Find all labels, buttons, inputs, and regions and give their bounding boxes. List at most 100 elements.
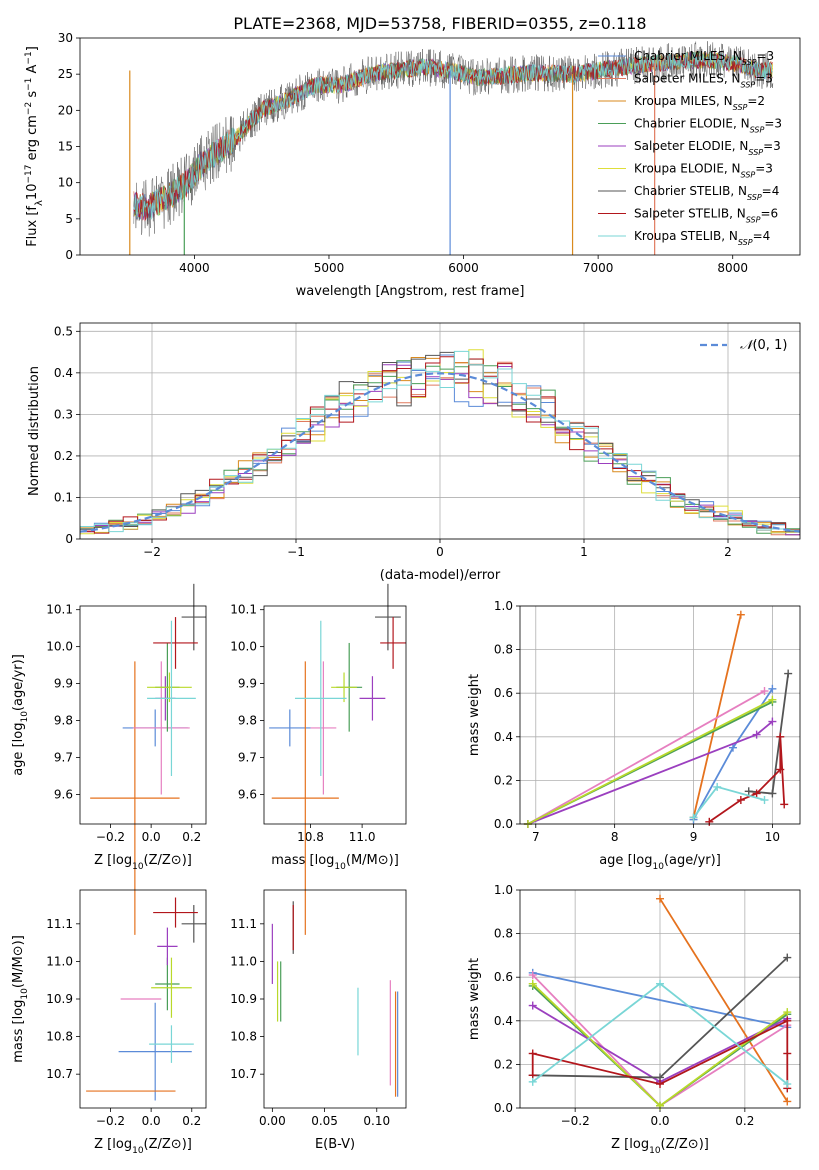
ytick-label: 9.7 (238, 750, 257, 764)
ylabel-part: s (25, 91, 40, 102)
agemass-xlabel: mass [log10(M/M⊙)] (271, 853, 399, 872)
legend-label-sub: SSP (741, 170, 756, 179)
ytick-label: 9.8 (238, 714, 257, 728)
legend-label-main: Kroupa STELIB, N (634, 229, 738, 243)
ytick-label: 0.4 (494, 1014, 513, 1028)
label-part: log (112, 853, 132, 868)
xtick-label: 0.10 (363, 1114, 390, 1128)
ylabel-part: A (25, 64, 40, 77)
errorbars-age_vs_mass (269, 583, 406, 935)
legend-label-main: Salpeter ELODIE, N (634, 139, 748, 153)
figure-title: PLATE=2368, MJD=53758, FIBERID=0355, z=0… (233, 14, 646, 33)
ytick-label: 11.0 (230, 954, 257, 968)
legend-label-sub: SSP (746, 215, 761, 224)
ylabel-part: −2 (24, 102, 34, 115)
ytick-label: 0.3 (54, 407, 73, 421)
legend-label: Chabrier STELIB, NSSP=4 (634, 184, 779, 202)
spectrum-frame (79, 37, 801, 256)
legend-label-main: Kroupa MILES, N (634, 94, 733, 108)
residuals-frame (79, 322, 801, 540)
massz-xlabel: Z [log10(Z/Z⊙)] (94, 1137, 192, 1156)
ytick-label: 10.9 (46, 992, 73, 1006)
label-part: Z [ (94, 1137, 112, 1152)
legend-label: Kroupa ELODIE, NSSP=3 (634, 162, 773, 180)
ytick-label: 0.4 (494, 730, 513, 744)
frame-age_vs_Z (79, 605, 207, 825)
errorbars-age_vs_Z (90, 583, 206, 935)
xtick-label: 0.0 (142, 1114, 161, 1128)
axes-age_vs_mass: 10.8 11.0 9.6 9.7 9.8 9.9 10.0 10.1 (230, 603, 375, 844)
xtick-label: 0.2 (735, 1114, 754, 1128)
errorbars-mass_vs_Z (86, 897, 206, 1101)
xtick-label: 7000 (583, 261, 614, 275)
ytick-label: 10.1 (46, 603, 73, 617)
ytick-label: 0.6 (494, 686, 513, 700)
label-part: log (112, 1137, 132, 1152)
xtick-label: 10.8 (297, 830, 324, 844)
ytick-label: 10.7 (46, 1067, 73, 1081)
ytick-label: 1.0 (494, 883, 513, 897)
label-part: (M/M⊙)] (346, 853, 399, 868)
label-part: Z [ (611, 1137, 629, 1152)
ylabel-part: 10 (25, 184, 40, 201)
label-part: (Z/Z⊙)] (144, 853, 192, 868)
errorbars-mass_vs_ebv (271, 901, 399, 1097)
mwage-ylabel: mass weight (467, 674, 482, 756)
ytick-label: 9.8 (54, 714, 73, 728)
mass-weight-line (708, 736, 786, 823)
ytick-label: 0.4 (54, 366, 73, 380)
label-part: (age/yr)] (664, 853, 721, 868)
ytick-label: 0.8 (494, 927, 513, 941)
ytick-label: 0.0 (494, 817, 513, 831)
spectrum-xlabel: wavelength [Angstrom, rest frame] (296, 284, 525, 299)
label-part: 10 (649, 1146, 661, 1156)
ytick-label: 9.9 (238, 677, 257, 691)
legend-label-tail: =3 (764, 117, 782, 131)
residual-histograms (80, 349, 800, 536)
xtick-label: 4000 (179, 261, 210, 275)
legend-label: Salpeter STELIB, NSSP=6 (634, 207, 778, 225)
ytick-label: 10.0 (46, 640, 73, 654)
mass-weight-line (527, 698, 773, 825)
legend-label: 𝒩(0, 1) (740, 338, 787, 353)
legend-label-sub: SSP (742, 58, 757, 67)
spectrum-lines (129, 41, 774, 255)
ytick-label: 0 (65, 532, 73, 546)
legend-label-main: Salpeter MILES, N (634, 72, 741, 86)
ytick-label: 9.7 (54, 750, 73, 764)
label-part: 10 (652, 862, 664, 872)
agez-ylabel: age [log10(age/yr)] (11, 654, 30, 776)
label-part: log (11, 1000, 26, 1020)
ylabel-part: −1 (24, 51, 34, 64)
xtick-label: 8000 (717, 261, 748, 275)
legend-label-tail: =3 (763, 139, 781, 153)
frame-age_vs_mass (263, 605, 407, 825)
xtick-label: 1 (580, 545, 588, 559)
ytick-label: 0.8 (494, 643, 513, 657)
spectrum-ylabel: Flux [fλ10−17 erg cm−2 s−1 A−1] (24, 46, 45, 247)
ytick-label: 9.9 (54, 677, 73, 691)
ytick-label: 9.6 (238, 787, 257, 801)
ytick-label: 1.0 (494, 599, 513, 613)
ytick-label: 0.0 (494, 1101, 513, 1115)
label-part: (Z/Z⊙)] (661, 1137, 709, 1152)
legend-label: Salpeter MILES, NSSP=3 (634, 72, 773, 90)
xtick-label: 7 (532, 830, 540, 844)
ytick-label: 25 (58, 67, 73, 81)
ytick-label: 10.8 (230, 1030, 257, 1044)
label-part: 10 (20, 988, 30, 1000)
legend-label-tail: =2 (747, 94, 765, 108)
massz-ylabel: mass [log10(M/M⊙)] (11, 935, 30, 1063)
label-part: 10 (20, 711, 30, 723)
xtick-label: 10 (765, 830, 780, 844)
legend-label-sub: SSP (733, 103, 748, 112)
xtick-label: 11.0 (349, 830, 376, 844)
frame-massweight_vs_age (519, 605, 801, 825)
ytick-label: 11.1 (230, 917, 257, 931)
ytick-label: 0.5 (54, 324, 73, 338)
mwage-xlabel: age [log10(age/yr)] (599, 853, 721, 872)
ytick-label: 5 (65, 212, 73, 226)
label-part: 10 (334, 862, 346, 872)
axes-age_vs_Z: −0.2 0.0 0.2 9.6 9.7 9.8 9.9 10.0 10.1 (46, 603, 201, 844)
legend-label-tail: =4 (753, 229, 771, 243)
